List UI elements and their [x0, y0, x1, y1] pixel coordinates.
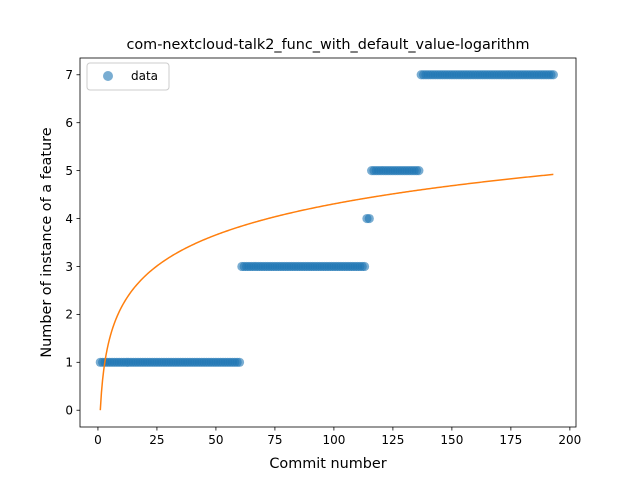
data-point	[414, 166, 424, 176]
axes-frame	[79, 57, 577, 428]
y-tick-label: 1	[65, 356, 73, 370]
y-tick-label: 5	[65, 164, 73, 178]
data-point	[359, 261, 370, 272]
x-tick-label: 150	[440, 433, 463, 447]
plot-area	[80, 58, 576, 427]
y-tick-label: 4	[65, 212, 73, 226]
y-axis-label: Number of instance of a feature	[39, 127, 55, 357]
y-tick-label: 3	[65, 260, 73, 274]
x-tick-label: 75	[267, 433, 282, 447]
x-tick-label: 200	[558, 433, 581, 447]
legend-marker	[103, 71, 113, 81]
data-point	[364, 213, 374, 224]
ticks: 0 25 50 75 100 125 150 175 200 0 1 2 3 4 5 6 7	[65, 68, 581, 447]
x-tick-label: 50	[208, 433, 223, 447]
y-tick-label: 0	[65, 404, 73, 418]
x-tick-label: 125	[381, 433, 404, 447]
x-tick-label: 175	[499, 433, 522, 447]
axes	[79, 57, 577, 428]
x-tick-label: 25	[149, 433, 164, 447]
data-point	[548, 70, 558, 80]
x-axis-label: Commit number	[269, 456, 386, 472]
legend-frame	[86, 62, 170, 91]
legend-label: data	[131, 69, 158, 83]
chart-title: com-nextcloud-talk2_func_with_default_va…	[126, 37, 529, 53]
fit-line	[99, 173, 554, 411]
y-tick-label: 2	[65, 308, 73, 322]
data-point	[234, 357, 245, 367]
x-tick-label: 0	[94, 433, 102, 447]
x-tick-label: 100	[322, 433, 345, 447]
y-tick-label: 7	[65, 68, 73, 82]
y-tick-label: 6	[65, 116, 73, 130]
legend: data	[86, 62, 170, 91]
data-series	[95, 70, 558, 367]
fit-series	[99, 173, 554, 411]
